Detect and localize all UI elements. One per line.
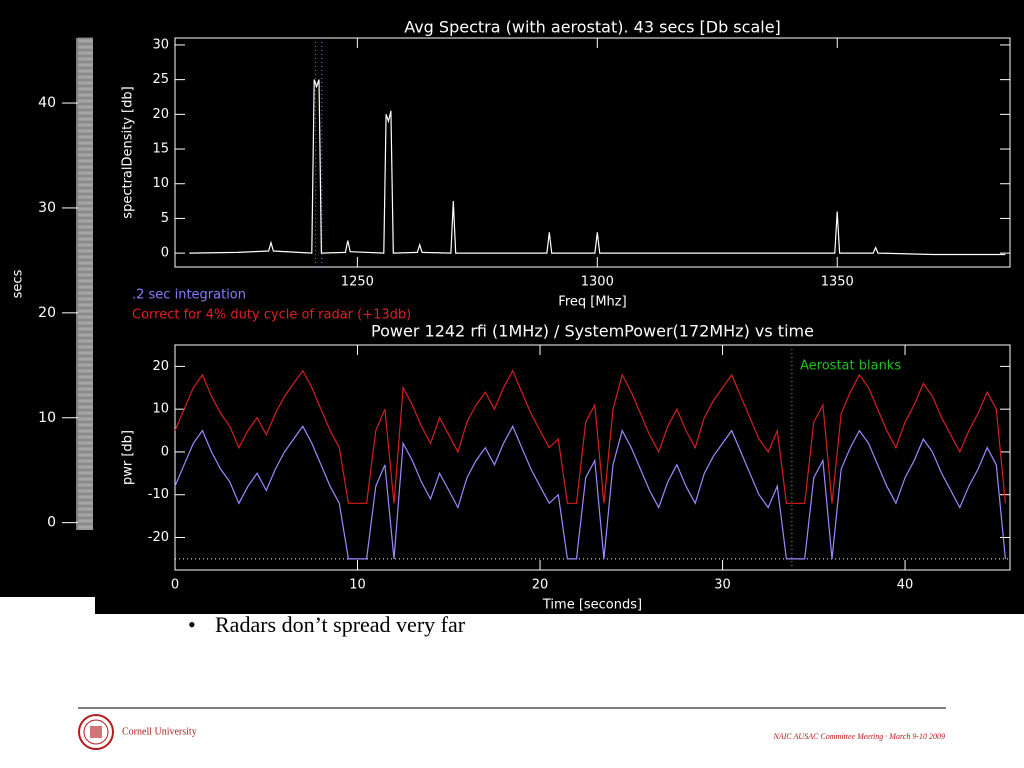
data-line bbox=[174, 424, 1006, 560]
y-tick-label: 20 bbox=[152, 359, 169, 374]
x-tick-label: 30 bbox=[714, 578, 731, 593]
cornell-logo bbox=[78, 714, 114, 750]
plot-background bbox=[0, 0, 1024, 597]
y-tick-label: 0 bbox=[161, 444, 169, 459]
x-tick-label: 1350 bbox=[821, 275, 854, 290]
y-tick-label: 10 bbox=[152, 176, 169, 191]
footer-text: NAIC AUSAC Committee Meeting · March 9-1… bbox=[772, 732, 945, 741]
x-tick-label: 10 bbox=[349, 578, 366, 593]
x-axis-label: Freq [Mhz] bbox=[558, 295, 626, 310]
x-axis-label: Time [seconds] bbox=[542, 598, 642, 613]
y-tick-label: 10 bbox=[152, 402, 169, 417]
chart-title: Avg Spectra (with aerostat). 43 secs [Db… bbox=[404, 18, 781, 37]
annotation: Aerostat blanks bbox=[800, 359, 901, 374]
y-tick-label: -20 bbox=[148, 530, 169, 545]
y-tick-label: 30 bbox=[152, 37, 169, 52]
y-tick-label: 10 bbox=[38, 410, 56, 426]
logo-text: Cornell University bbox=[122, 726, 197, 737]
y-tick-label: 0 bbox=[47, 515, 56, 531]
y-axis-label: spectralDensity [db] bbox=[121, 86, 136, 218]
y-tick-label: 25 bbox=[152, 72, 169, 87]
x-tick-label: 0 bbox=[171, 578, 179, 593]
data-line bbox=[189, 79, 1006, 256]
y-tick-label: 20 bbox=[38, 305, 56, 321]
x-tick-label: 1250 bbox=[341, 275, 374, 290]
bullet-text: Radars don’t spread very far bbox=[215, 612, 466, 637]
x-tick-label: 40 bbox=[897, 578, 914, 593]
y-tick-label: 20 bbox=[152, 107, 169, 122]
annotation: .2 sec integration bbox=[132, 288, 246, 303]
bullet-dot: • bbox=[188, 612, 196, 637]
y-tick-label: 30 bbox=[38, 200, 56, 216]
plot-background bbox=[95, 590, 1024, 614]
y-tick-label: 15 bbox=[152, 142, 169, 157]
x-tick-label: 20 bbox=[532, 578, 549, 593]
y-axis-label: pwr [db] bbox=[121, 430, 136, 485]
y-axis-label: secs bbox=[11, 269, 26, 298]
y-tick-label: 40 bbox=[38, 95, 56, 111]
y-tick-label: -10 bbox=[148, 487, 169, 502]
chart-title: Power 1242 rfi (1MHz) / SystemPower(172M… bbox=[371, 322, 814, 341]
x-tick-label: 1300 bbox=[581, 275, 614, 290]
data-line bbox=[174, 369, 1006, 504]
annotation: Correct for 4% duty cycle of radar (+13d… bbox=[132, 308, 411, 323]
y-tick-label: 0 bbox=[161, 246, 169, 261]
plot-frame bbox=[174, 37, 1011, 268]
y-tick-label: 5 bbox=[161, 211, 169, 226]
plot-frame bbox=[174, 344, 1011, 571]
